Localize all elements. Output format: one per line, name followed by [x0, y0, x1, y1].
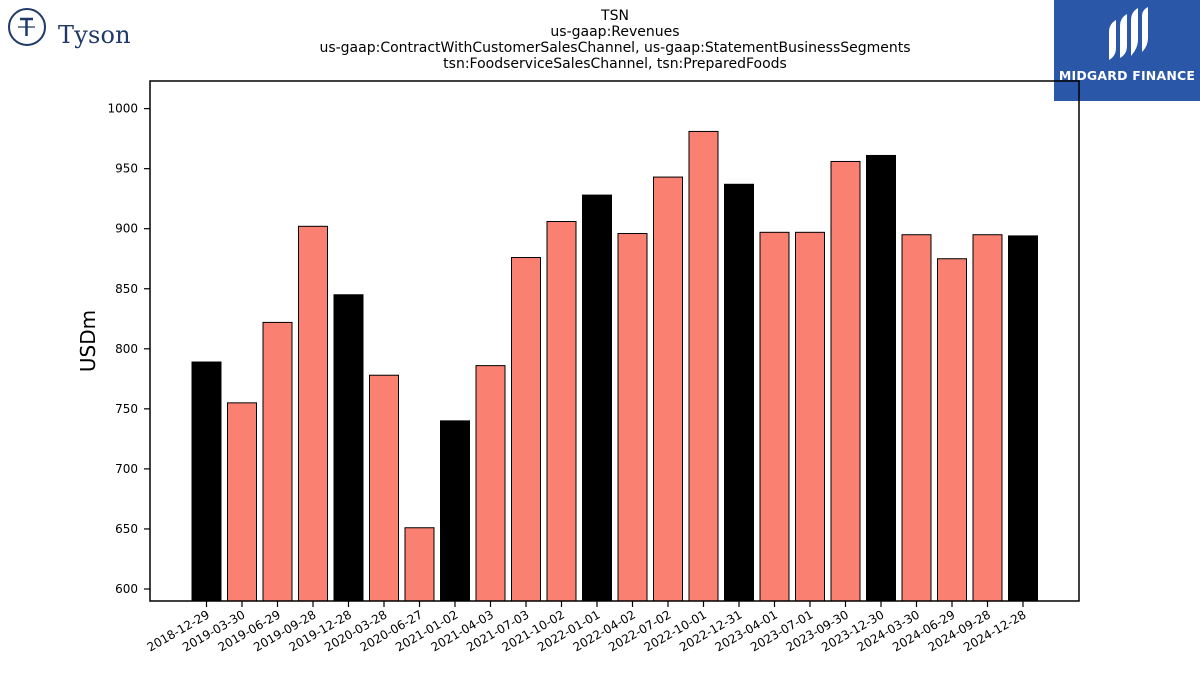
bar [546, 221, 577, 602]
x-axis: 2018-12-292019-03-302019-06-292019-09-28… [145, 601, 1029, 654]
bar [866, 154, 896, 602]
bar [653, 176, 683, 602]
y-tick-label: 800 [115, 342, 138, 356]
y-tick-label: 850 [115, 282, 138, 296]
bar [1008, 235, 1038, 602]
midgard-finance-wordmark: MIDGARD FINANCE [1058, 68, 1196, 83]
y-tick-label: 600 [115, 582, 138, 596]
bar [759, 231, 790, 602]
bar [724, 183, 754, 602]
bar [511, 257, 541, 602]
bar [440, 420, 470, 602]
midgard-emblem-icon [1109, 7, 1148, 60]
tyson-wordmark: Tyson [58, 21, 131, 49]
bar [972, 234, 1003, 602]
bar [333, 294, 364, 602]
y-tick-label: 1000 [107, 102, 138, 116]
chart-title-line: tsn:FoodserviceSalesChannel, tsn:Prepare… [443, 56, 787, 72]
tyson-logo: Tyson [8, 8, 138, 54]
bar [191, 361, 222, 602]
tyson-emblem-icon [8, 8, 46, 46]
bar [298, 225, 328, 602]
bar [901, 234, 932, 602]
chart-title-line: TSN [600, 8, 629, 24]
bars [191, 130, 1038, 602]
bar [582, 194, 612, 602]
y-tick-label: 900 [115, 222, 138, 236]
bar [227, 402, 257, 602]
plot-frame [149, 80, 1080, 602]
bar [262, 321, 293, 602]
bar [475, 365, 506, 602]
bar [795, 231, 825, 602]
y-axis: 600 650 700 750 800 850 900 950 1000 [107, 102, 150, 596]
y-axis-label: USDm [76, 310, 100, 372]
y-tick-label: 950 [115, 162, 138, 176]
y-tick-label: 750 [115, 402, 138, 416]
bar [937, 258, 967, 602]
bar [404, 527, 435, 602]
chart-title-line: us-gaap:ContractWithCustomerSalesChannel… [319, 40, 910, 56]
y-tick-label: 650 [115, 522, 138, 536]
bar [369, 374, 399, 602]
midgard-finance-logo: MIDGARD FINANCE [1054, 0, 1200, 101]
bar [688, 130, 719, 602]
y-tick-label: 700 [115, 462, 138, 476]
chart-title-line: us-gaap:Revenues [550, 24, 679, 40]
bar [617, 233, 648, 602]
chart-title: TSNus-gaap:Revenuesus-gaap:ContractWithC… [319, 8, 910, 72]
bar [830, 160, 861, 602]
